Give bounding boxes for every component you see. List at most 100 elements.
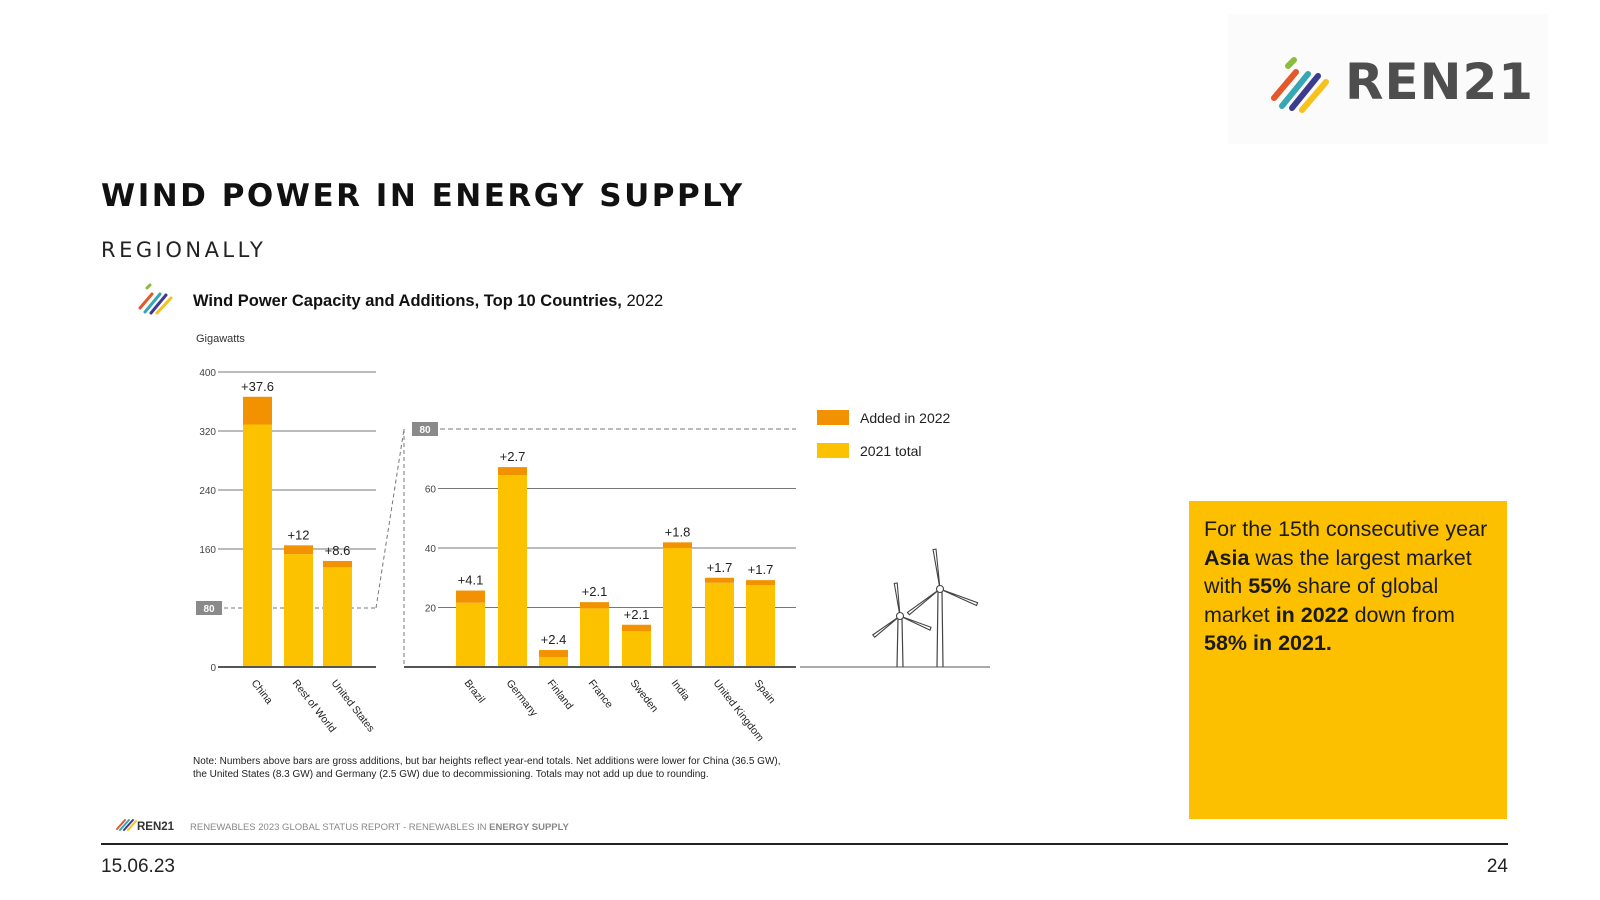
page-subtitle: REGIONALLY (101, 238, 267, 262)
bar-value-label: +2.7 (500, 449, 526, 464)
legend-label-total: 2021 total (860, 443, 922, 459)
bar-2021-total (284, 554, 313, 667)
source-logo-text: REN21 (137, 821, 175, 833)
bar-value-label: +4.1 (458, 573, 484, 588)
callout-text-3: share of global market (1204, 574, 1439, 627)
bar-added-2022 (663, 542, 692, 548)
x-tick-label: Sweden (628, 677, 661, 714)
source-logo-stroke (127, 820, 137, 831)
ren21-logo-text: REN21 (1345, 53, 1535, 111)
page-title: WIND POWER IN ENERGY SUPPLY (101, 178, 745, 214)
turbine-hub (895, 611, 905, 621)
y-tick-label: 40 (425, 544, 437, 555)
footer-rule (101, 843, 1508, 845)
x-tick-label: India (669, 677, 693, 702)
chart-logo-stroke (138, 292, 154, 310)
x-tick-label: Germany (504, 677, 541, 719)
bar-2021-total (456, 602, 485, 667)
bar-2021-total (539, 657, 568, 667)
footer-date: 15.06.23 (101, 856, 175, 877)
bar-2021-total (498, 475, 527, 667)
bar-added-2022 (705, 577, 734, 583)
bar-value-label: +1.7 (748, 562, 774, 577)
y-tick-label: 0 (210, 663, 216, 674)
turbine-blade (899, 615, 932, 631)
bar-value-label: +2.1 (624, 607, 650, 622)
bar-value-label: +1.8 (665, 524, 691, 539)
wind-capacity-chart: Wind Power Capacity and Additions, Top 1… (116, 283, 990, 833)
logo-panel (1228, 14, 1548, 144)
turbine-tower (941, 591, 944, 668)
turbine-blade (906, 588, 941, 616)
bar-2021-total (323, 567, 352, 667)
y-tick-box (196, 601, 222, 615)
source-citation: RENEWABLES 2023 GLOBAL STATUS REPORT - R… (190, 822, 570, 833)
y-tick-label: 20 (425, 604, 437, 615)
page-number: 24 (1486, 856, 1508, 877)
bar-added-2022 (580, 602, 609, 609)
callout-text-4: down from (1348, 602, 1455, 627)
source-logo-stroke (119, 819, 130, 831)
y-axis-unit-label: Gigawatts (196, 333, 245, 345)
y-tick-label: 60 (425, 485, 437, 496)
y-tick-label: 80 (203, 604, 215, 615)
bar-value-label: +2.1 (582, 584, 608, 599)
turbine-blade (939, 588, 979, 607)
chart-logo-stroke (143, 292, 162, 314)
legend-label-added: Added in 2022 (860, 410, 951, 426)
bar-added-2022 (456, 590, 485, 603)
callout-bold-2: 55% (1248, 574, 1292, 598)
bar-2021-total (580, 608, 609, 667)
chart-title-bold: Wind Power Capacity and Additions, Top 1… (193, 292, 626, 310)
chart-logo-stroke (149, 293, 168, 315)
ren21-logo-icon (1271, 57, 1329, 113)
callout-bold-4: 58% in 2021. (1204, 631, 1332, 655)
y-tick-label: 320 (199, 427, 216, 438)
y-tick-label: 400 (199, 368, 216, 379)
chart-logo-stroke (155, 296, 173, 315)
bar-added-2022 (746, 580, 775, 586)
source-logo-stroke (116, 819, 126, 830)
turbine-tower (896, 618, 899, 668)
x-tick-label: France (586, 677, 616, 710)
turbine-blade (893, 582, 901, 617)
callout-text-2: was the largest market with (1204, 545, 1472, 599)
source-citation-bold: ENERGY SUPPLY (489, 822, 569, 833)
chart-note-line-1: Note: Numbers above bars are gross addit… (193, 756, 781, 767)
bar-added-2022 (498, 467, 527, 476)
callout-bold-1: Asia (1204, 545, 1250, 570)
y-tick-label: 160 (199, 545, 216, 556)
turbine-blade (871, 615, 901, 638)
legend-swatch-total (817, 443, 849, 458)
bar-value-label: +2.4 (541, 632, 567, 647)
turbine-blade (932, 548, 941, 590)
chart-note-line-2: the United States (8.3 GW) and Germany (… (193, 769, 709, 780)
callout-box: For the 15th consecutive year Asia was t… (1189, 501, 1507, 819)
y-tick-box (412, 422, 438, 436)
bar-added-2022 (243, 396, 272, 425)
turbine-tower (901, 618, 904, 668)
y-tick-label: 240 (199, 486, 216, 497)
x-tick-label: Spain (752, 677, 778, 706)
bar-2021-total (243, 424, 272, 667)
y-tick-label: 80 (419, 425, 431, 436)
bar-value-label: +1.7 (707, 560, 733, 575)
source-citation-text: RENEWABLES 2023 GLOBAL STATUS REPORT - R… (190, 822, 489, 833)
bar-2021-total (705, 582, 734, 667)
break-connector (375, 428, 405, 609)
callout-bold-3: in 2022 (1275, 602, 1349, 627)
turbine-tower (936, 591, 939, 668)
chart-title: Wind Power Capacity and Additions, Top 1… (193, 292, 663, 310)
bar-2021-total (663, 547, 692, 667)
chart-logo-stroke (145, 283, 152, 290)
bar-added-2022 (539, 650, 568, 658)
callout-text-1: For the 15th consecutive year (1204, 517, 1488, 541)
bar-value-label: +37.6 (241, 379, 274, 394)
bar-value-label: +8.6 (325, 543, 351, 558)
x-tick-label: China (249, 677, 275, 706)
chart-title-year: 2022 (626, 292, 663, 310)
bar-added-2022 (284, 545, 313, 555)
bar-added-2022 (323, 560, 352, 568)
x-tick-label: Finland (545, 677, 576, 712)
bar-value-label: +12 (287, 527, 309, 542)
